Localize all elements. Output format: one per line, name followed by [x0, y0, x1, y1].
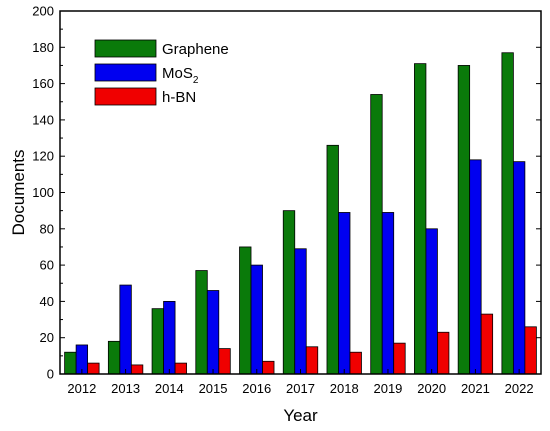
x-axis: 2012 2013 2014 2015 2016 2017 2018 2019 2020 2021… [67, 369, 534, 396]
bar-h-bnundefined-2018 [349, 351, 362, 375]
bar-h-bnundefined-2021 [480, 313, 494, 375]
y-tick-label: 80 [40, 221, 54, 236]
bar-mos2-2016 [250, 264, 263, 375]
bar-mos2-2019 [381, 212, 395, 375]
bar-mos2-2021 [469, 159, 482, 375]
legend-swatch [94, 39, 157, 58]
bar-grapheneundefined-2022 [501, 52, 514, 375]
y-tick-label: 120 [32, 149, 54, 164]
x-tick-label: 2012 [67, 381, 96, 396]
bar-grapheneundefined-2015 [195, 270, 208, 375]
y-tick-label: 60 [40, 258, 54, 273]
legend-label: h-BN [162, 89, 196, 106]
bars-layer [64, 52, 537, 375]
bar-grapheneundefined-2020 [414, 63, 427, 375]
y-axis: 0 20 40 60 80 100 120 140 160 180 200 [32, 4, 541, 382]
bar-h-bnundefined-2022 [524, 326, 537, 375]
bar-h-bnundefined-2016 [262, 360, 275, 375]
x-axis-title: Year [283, 406, 318, 425]
y-tick-label: 180 [32, 40, 54, 55]
bar-grapheneundefined-2021 [457, 65, 471, 375]
y-axis-title: Documents [9, 150, 28, 236]
bar-grapheneundefined-2019 [370, 94, 383, 375]
bar-h-bnundefined-2017 [305, 346, 319, 375]
bar-mos2-2020 [425, 228, 438, 375]
bar-h-bnundefined-2020 [437, 331, 450, 375]
bar-grapheneundefined-2016 [239, 246, 252, 375]
y-tick-label: 140 [32, 112, 54, 127]
bar-mos2-2014 [163, 300, 176, 375]
bar-grapheneundefined-2017 [282, 210, 296, 375]
bar-h-bnundefined-2019 [393, 342, 406, 375]
bar-h-bnundefined-2014 [174, 362, 187, 375]
bar-grapheneundefined-2018 [326, 144, 339, 375]
bar-h-bnundefined-2015 [218, 348, 231, 375]
bar-mos2-2018 [338, 212, 351, 375]
x-tick-label: 2019 [373, 381, 402, 396]
bar-grapheneundefined-2013 [107, 340, 121, 375]
x-tick-label: 2022 [505, 381, 534, 396]
x-tick-label: 2020 [417, 381, 446, 396]
x-tick-label: 2018 [330, 381, 359, 396]
y-tick-label: 200 [32, 4, 54, 19]
x-tick-label: 2016 [242, 381, 271, 396]
y-tick-label: 160 [32, 76, 54, 91]
legend-label: MoS2 [162, 65, 199, 86]
bar-h-bnundefined-2012 [87, 362, 100, 375]
y-tick-label: 100 [32, 185, 54, 200]
bar-grapheneundefined-2014 [151, 308, 164, 375]
bar-h-bnundefined-2013 [130, 364, 144, 375]
bar-mos2-2022 [512, 161, 526, 375]
legend-swatch [94, 87, 157, 106]
bar-grapheneundefined-2012 [64, 351, 77, 375]
bar-mos2-2017 [294, 248, 307, 375]
x-tick-label: 2021 [461, 381, 490, 396]
x-tick-label: 2014 [155, 381, 184, 396]
x-tick-label: 2015 [199, 381, 228, 396]
legend-label: Graphene [162, 41, 229, 58]
y-tick-label: 20 [40, 330, 54, 345]
x-tick-label: 2017 [286, 381, 315, 396]
bar-mos2-2015 [206, 290, 220, 375]
bar-mos2-2013 [119, 284, 132, 375]
y-tick-label: 0 [47, 367, 54, 382]
legend-swatch [94, 63, 157, 82]
x-tick-label: 2013 [111, 381, 140, 396]
legend: Graphene MoS2 h-BN [94, 39, 229, 106]
y-tick-label: 40 [40, 294, 54, 309]
